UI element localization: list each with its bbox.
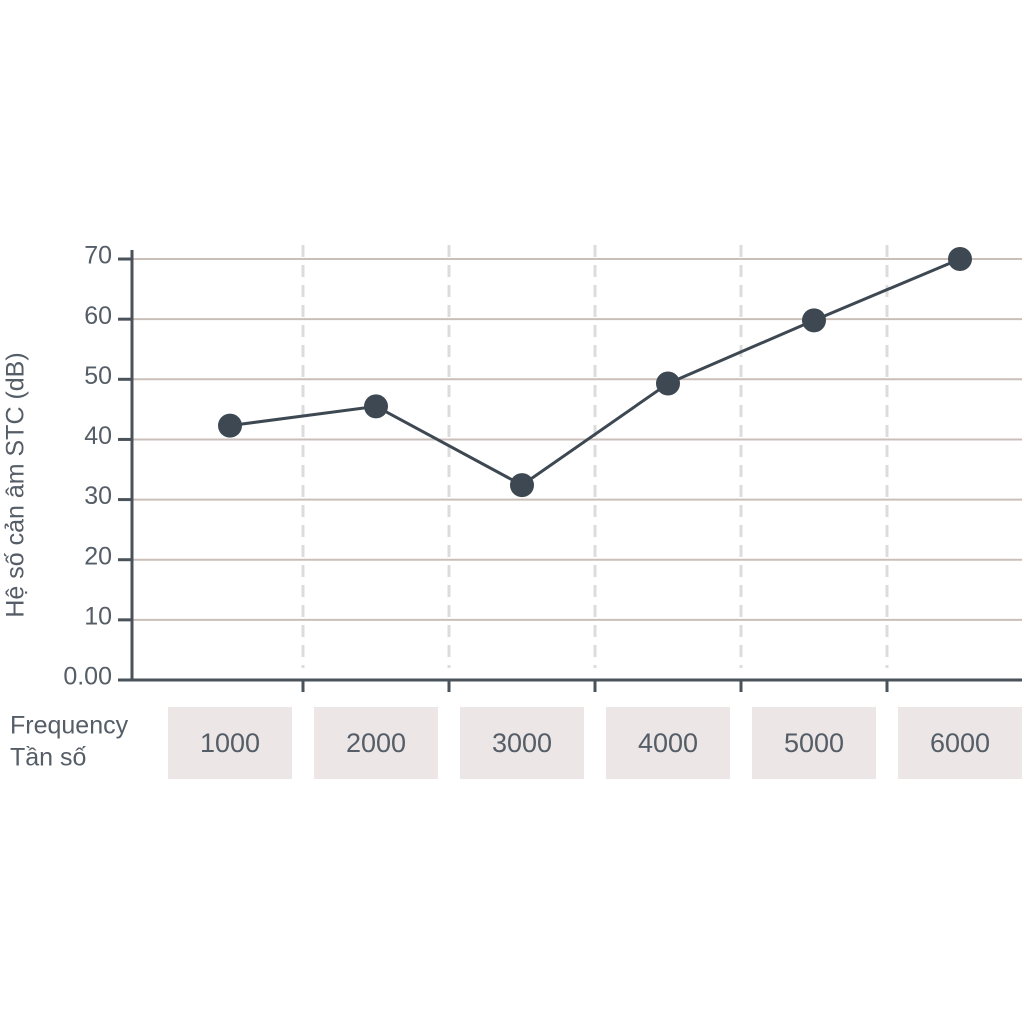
data-point	[510, 473, 534, 498]
data-point	[948, 247, 972, 272]
y-tick-label: 0.00	[63, 663, 112, 691]
data-point	[656, 371, 680, 396]
category-box	[460, 707, 584, 779]
data-point	[218, 413, 242, 438]
x-tick-label: 2000	[346, 728, 406, 758]
y-tick-label: 60	[84, 302, 112, 330]
category-box	[314, 707, 438, 779]
y-axis-label: Hệ số cản âm STC (dB)	[2, 352, 30, 617]
category-box	[898, 707, 1022, 779]
x-tick-label: 3000	[492, 728, 552, 758]
y-tick-label: 70	[84, 242, 112, 270]
x-tick-label: 4000	[638, 728, 698, 758]
series-line	[229, 257, 961, 487]
x-tick-label: 5000	[784, 728, 844, 758]
category-box	[752, 707, 876, 779]
data-point	[802, 308, 826, 333]
y-tick-label: 10	[84, 602, 112, 630]
y-tick-label: 30	[84, 482, 112, 510]
x-tick-label: 6000	[930, 728, 990, 758]
x-axis-label: Frequency	[10, 712, 129, 740]
x-axis-label: Tần số	[10, 744, 87, 772]
y-tick-label: 40	[84, 422, 112, 450]
category-box	[606, 707, 730, 779]
y-tick-label: 50	[84, 362, 112, 390]
x-tick-label: 1000	[200, 728, 260, 758]
data-point	[364, 394, 388, 419]
y-tick-label: 20	[84, 542, 112, 570]
category-box	[168, 707, 292, 779]
